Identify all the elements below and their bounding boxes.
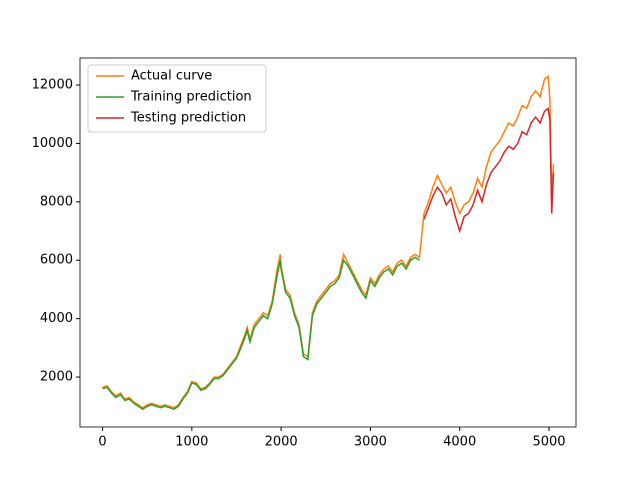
legend-label: Actual curve — [131, 69, 212, 84]
legend-label: Testing prediction — [130, 111, 246, 126]
line-series — [423, 106, 555, 234]
x-tick-label: 5000 — [532, 435, 565, 450]
line-series — [102, 256, 420, 411]
x-tick-label: 3000 — [354, 435, 387, 450]
y-tick-label: 8000 — [40, 194, 73, 209]
x-tick-label: 1000 — [175, 435, 208, 450]
legend-box — [87, 64, 267, 133]
y-tick-label: 12000 — [32, 78, 73, 93]
x-tick-label: 4000 — [443, 435, 476, 450]
y-tick-label: 6000 — [40, 253, 73, 268]
x-tick-label: 0 — [98, 435, 106, 450]
y-tick-label: 10000 — [32, 136, 73, 151]
y-tick-label: 2000 — [40, 370, 73, 385]
plot-frame — [79, 57, 577, 428]
x-tick-label: 2000 — [265, 435, 298, 450]
line-series — [102, 74, 555, 409]
legend-label: Training prediction — [130, 90, 252, 105]
y-tick-label: 4000 — [40, 311, 73, 326]
